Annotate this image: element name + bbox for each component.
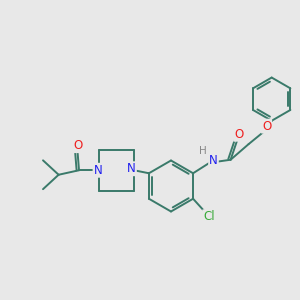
Text: N: N (209, 154, 218, 167)
Text: N: N (127, 162, 136, 175)
Text: O: O (262, 120, 271, 133)
Text: N: N (94, 164, 102, 177)
Text: Cl: Cl (203, 210, 215, 223)
Text: O: O (73, 139, 82, 152)
Text: H: H (199, 146, 207, 156)
Text: O: O (234, 128, 243, 141)
